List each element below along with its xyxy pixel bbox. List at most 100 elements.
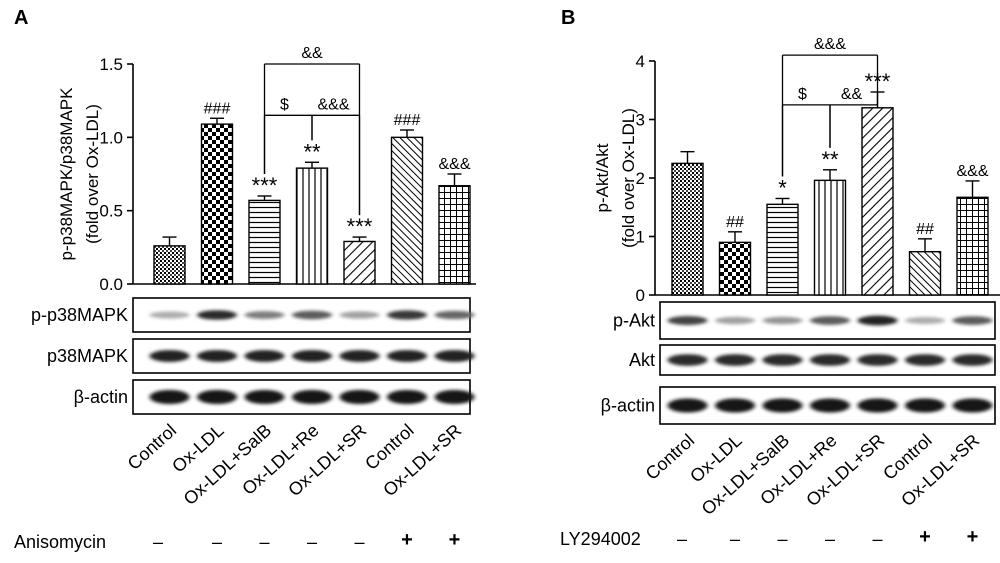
blot-band [667,398,708,413]
treatment-mark: – [677,529,687,549]
bracket-label: &&& [317,96,349,113]
treatment-mark: – [212,532,222,552]
blot-band [667,316,708,325]
y-axis-label: p-p38MAPK/p38MAPK [57,87,76,261]
blot-label: p38MAPK [47,346,128,366]
treatment-label: Anisomycin [14,532,106,552]
y-tick-label: 4 [636,52,645,71]
blot-band [387,310,427,320]
bar [908,251,942,296]
significance-label: * [778,175,787,200]
blot-band [197,350,237,362]
bar [956,196,989,296]
treatment-mark: + [449,529,461,551]
blot-band [434,390,475,404]
treatment-mark: – [825,529,835,549]
blot-band [715,354,755,366]
bar [153,245,186,285]
bracket-label: && [841,86,863,103]
bracket-label: $ [280,96,289,113]
bar [295,167,329,285]
significance-label: ** [821,147,839,172]
bracket-label: && [301,45,323,62]
treatment-mark: – [153,532,163,552]
blot-band [762,354,803,366]
bar [390,136,424,285]
bar [813,179,847,296]
treatment-mark: + [401,529,413,551]
treatment-mark: – [354,532,364,552]
panel-label-b: B [561,7,575,29]
blot-band [197,390,237,404]
blot-band [149,350,190,362]
y-tick-label: 0.5 [99,202,123,221]
blot-band [197,310,237,320]
panel-a: 0.0 0.5 1.0 1.5 p-p38MAPK/p38MAPK (fold over … [14,45,476,552]
bracket-label: $ [798,86,807,103]
y-axis-label: p-Akt/Akt [593,143,612,212]
bar [438,185,471,285]
bar [718,241,752,296]
blot-band [244,311,285,319]
treatment-label: LY294002 [560,529,641,549]
treatment-mark: – [872,529,882,549]
blot-band [952,354,993,366]
blot-band [149,311,190,319]
blot-band [434,310,475,320]
y-tick-label: 0.0 [99,275,123,294]
blot-band [434,350,475,362]
blot-band [952,316,993,325]
blot-band [857,354,898,366]
y-tick-label: 3 [636,111,645,130]
significance-label: ### [204,100,231,117]
y-tick-label: 1 [636,228,645,247]
blot-band [762,316,803,325]
blot-label: Akt [629,350,655,370]
y-axis-label: (fold over Ox-LDL) [83,104,102,244]
significance-label: ### [394,112,421,129]
bar [343,240,376,285]
blot-band [339,350,380,362]
blot-band [387,390,427,404]
significance-label: ** [303,139,321,164]
treatment-mark: + [919,526,931,548]
blot-band [149,390,190,404]
blot-band [905,398,945,413]
blot-label: p-Akt [613,311,655,331]
blot-band [292,390,332,404]
treatment-mark: – [777,529,787,549]
blot-band [387,350,427,362]
y-tick-label: 2 [636,169,645,188]
blot-band [715,316,755,325]
y-tick-label: 0 [636,286,645,305]
blot-band [715,398,755,413]
treatment-mark: – [730,529,740,549]
bar [200,123,234,285]
blot-band [667,354,708,366]
blot-band [244,390,285,404]
treatment-mark: + [967,526,979,548]
significance-label: &&& [956,163,988,180]
bar [248,199,281,285]
bar [671,162,704,296]
blot-band [292,310,332,320]
treatment-mark: – [307,532,317,552]
blot-band [339,390,380,404]
treatment-mark: – [259,532,269,552]
blot-band [762,398,803,413]
significance-label: ## [726,214,744,231]
y-axis-label: (fold over Ox-LDL) [619,108,638,248]
blot-label: p-p38MAPK [31,305,128,325]
bracket-label: &&& [814,36,846,53]
significance-label: *** [252,173,278,198]
blot-band [905,317,945,324]
blot-band [339,311,380,319]
significance-label: *** [347,214,373,239]
blot-band [810,354,850,366]
blot-band [810,316,850,325]
significance-label: ## [916,221,934,238]
significance-label: &&& [438,156,470,173]
blot-band [905,354,945,366]
